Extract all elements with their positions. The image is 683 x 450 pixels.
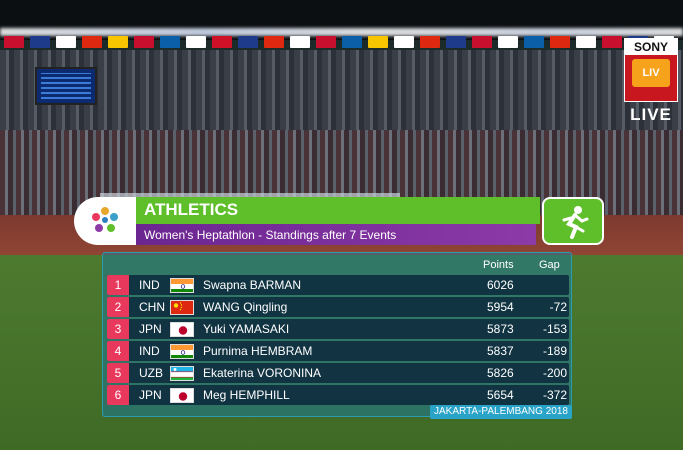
- rank-badge: 5: [107, 363, 129, 383]
- athlete-name: Meg HEMPHILL: [203, 388, 290, 402]
- country-code: CHN: [139, 300, 165, 314]
- china-flag-icon: [170, 300, 194, 315]
- athlete-name: WANG Qingling: [203, 300, 288, 314]
- athlete-name: Swapna BARMAN: [203, 278, 302, 292]
- athlete-points: 6026: [487, 278, 514, 292]
- standings-table: Points Gap 1 IND Swapna BARMAN 6026 2 CH…: [102, 252, 572, 417]
- athlete-name: Yuki YAMASAKI: [203, 322, 290, 336]
- sport-title: ATHLETICS: [144, 200, 239, 219]
- athlete-name: Ekaterina VORONINA: [203, 366, 322, 380]
- points-gap: -200: [542, 366, 567, 380]
- live-label: LIVE: [630, 105, 672, 124]
- flag-row: [0, 36, 683, 50]
- japan-flag-icon: [170, 322, 194, 337]
- gap-column-header: Gap: [539, 259, 560, 271]
- stadium-screen: [35, 67, 97, 105]
- points-gap: -153: [542, 322, 567, 336]
- japan-flag-icon: [170, 388, 194, 403]
- rank-badge: 2: [107, 297, 129, 317]
- event-subtitle: Women's Heptathlon - Standings after 7 E…: [144, 228, 397, 242]
- country-code: UZB: [139, 366, 163, 380]
- games-location-tag: JAKARTA-PALEMBANG 2018: [430, 405, 572, 419]
- points-gap: -189: [542, 344, 567, 358]
- header-subtitle-bar: [136, 224, 536, 245]
- athlete-points: 5954: [487, 300, 514, 314]
- india-flag-icon: [170, 344, 194, 359]
- athlete-points: 5654: [487, 388, 514, 402]
- points-gap: -72: [549, 300, 567, 314]
- athlete-points: 5873: [487, 322, 514, 336]
- points-column-header: Points: [483, 259, 514, 271]
- asian-games-emblem-icon: [74, 197, 136, 245]
- uzbekistan-flag-icon: [170, 366, 194, 381]
- table-row: 1 IND Swapna BARMAN 6026: [107, 275, 569, 295]
- table-row: 2 CHN WANG Qingling 5954 -72: [107, 297, 569, 317]
- points-gap: -372: [542, 388, 567, 402]
- table-row: 6 JPN Meg HEMPHILL 5654 -372: [107, 385, 569, 405]
- athlete-points: 5826: [487, 366, 514, 380]
- running-athlete-icon: [542, 197, 604, 245]
- ad-board: [100, 193, 400, 200]
- athlete-name: Purnima HEMBRAM: [203, 344, 313, 358]
- floodlights: [0, 28, 683, 36]
- header-title-bar: [136, 197, 540, 224]
- logo-mid-text: LIV: [632, 59, 670, 87]
- rank-badge: 4: [107, 341, 129, 361]
- rank-badge: 6: [107, 385, 129, 405]
- rank-badge: 1: [107, 275, 129, 295]
- emblem-mark-icon: [92, 207, 118, 232]
- upper-stands: [0, 50, 683, 130]
- logo-top-text: SONY: [625, 39, 677, 55]
- athlete-figure-icon: [562, 206, 589, 239]
- table-row: 4 IND Purnima HEMBRAM 5837 -189: [107, 341, 569, 361]
- table-row: 3 JPN Yuki YAMASAKI 5873 -153: [107, 319, 569, 339]
- sony-liv-logo: SONY LIV LIVE: [624, 38, 678, 125]
- india-flag-icon: [170, 278, 194, 293]
- rank-badge: 3: [107, 319, 129, 339]
- logo-box: SONY LIV: [624, 38, 678, 102]
- country-code: IND: [139, 344, 160, 358]
- athlete-points: 5837: [487, 344, 514, 358]
- table-row: 5 UZB Ekaterina VORONINA 5826 -200: [107, 363, 569, 383]
- country-code: JPN: [139, 388, 162, 402]
- country-code: JPN: [139, 322, 162, 336]
- country-code: IND: [139, 278, 160, 292]
- results-header: ATHLETICS Women's Heptathlon - Standings…: [74, 197, 604, 245]
